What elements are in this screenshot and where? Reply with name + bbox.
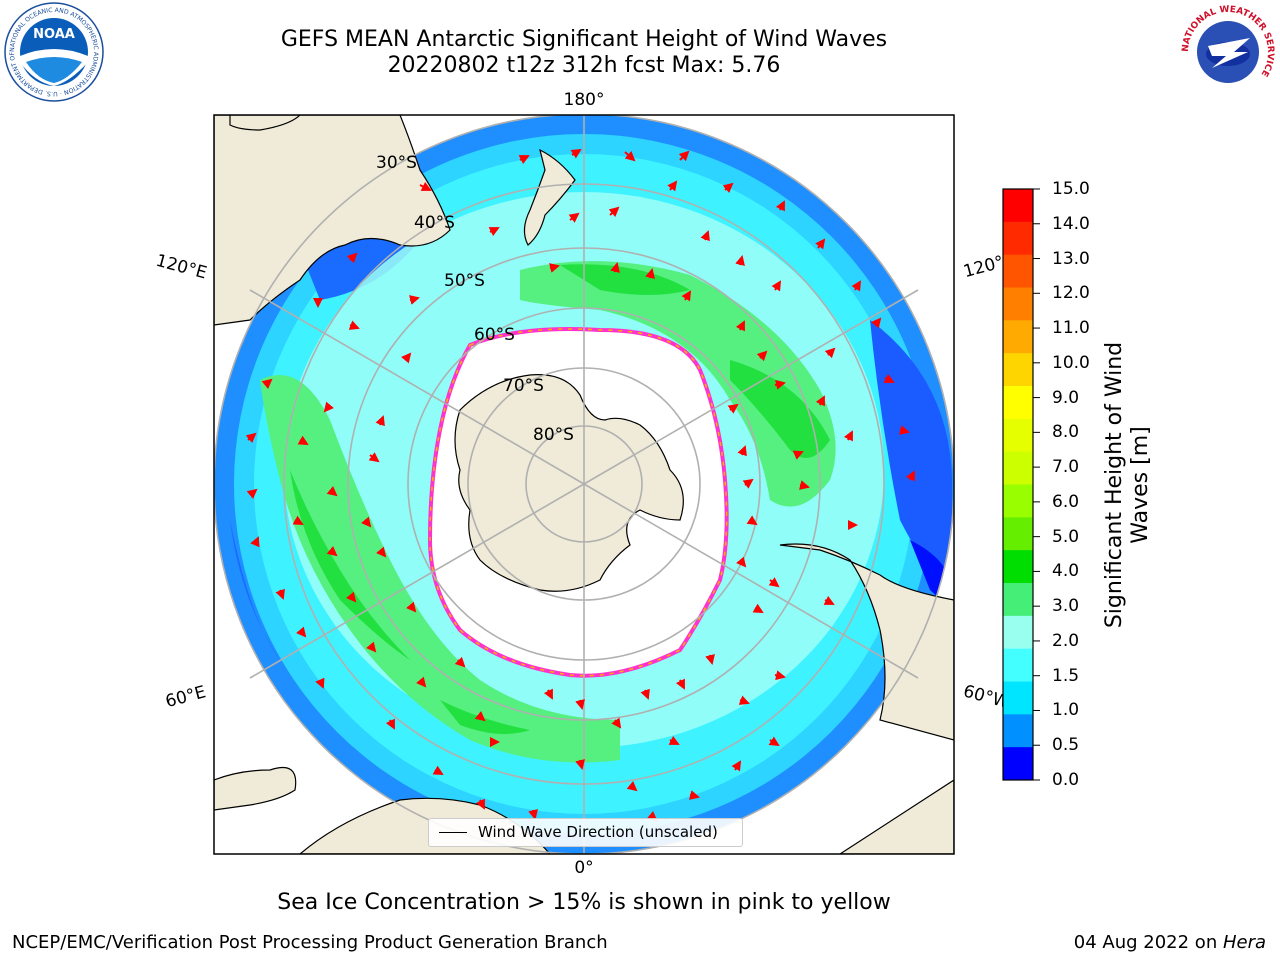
nws-logo: NATIONAL WEATHER SERVICE — [1180, 4, 1276, 100]
colorbar-swatch — [1003, 550, 1033, 584]
date-value: 04 Aug 2022 on — [1073, 932, 1223, 953]
colorbar-tick-label: 5.0 — [1052, 526, 1080, 547]
colorbar-tick-label: 1.0 — [1052, 700, 1080, 721]
map-frame — [213, 114, 955, 855]
lat-label-50s: 50°S — [444, 271, 485, 291]
colorbar-swatch — [1003, 517, 1033, 551]
colorbar-swatch — [1003, 287, 1033, 321]
colorbar-tick-label: 1.5 — [1052, 665, 1080, 686]
noaa-logo-text: NOAA — [33, 27, 75, 42]
chart-subtitle: 20220802 t12z 312h fcst Max: 5.76 — [387, 53, 781, 78]
antarctica — [454, 374, 684, 592]
graticule — [214, 115, 954, 854]
colorbar-swatch — [1003, 451, 1033, 485]
colorbar-swatch — [1003, 353, 1033, 387]
colorbar-tick-label: 11.0 — [1052, 318, 1090, 339]
colorbar-swatch — [1003, 484, 1033, 518]
date-text: 04 Aug 2022 on Hera — [1074, 932, 1266, 953]
colorbar-swatch — [1003, 648, 1033, 682]
legend-line-swatch — [439, 832, 467, 833]
colorbar-tick-label: 4.0 — [1052, 561, 1080, 582]
colorbar-tick-label: 14.0 — [1052, 213, 1090, 234]
lat-label-40s: 40°S — [414, 213, 455, 233]
colorbar-swatch — [1003, 320, 1033, 354]
colorbar-swatch — [1003, 221, 1033, 256]
colorbar-swatch — [1003, 714, 1033, 748]
colorbar-swatch — [1003, 418, 1033, 453]
colorbar-tick-label: 15.0 — [1052, 179, 1090, 199]
sea-ice-caption: Sea Ice Concentration > 15% is shown in … — [277, 890, 891, 915]
colorbar-tick-label: 12.0 — [1052, 283, 1090, 304]
colorbar-swatch — [1003, 583, 1033, 617]
colorbar-tick-label: 0.0 — [1052, 770, 1080, 790]
lon-label-0: 0° — [574, 858, 593, 878]
colorbar-tick-label: 10.0 — [1052, 352, 1090, 373]
colorbar-swatch — [1003, 189, 1033, 223]
lat-label-30s: 30°S — [376, 153, 417, 173]
noaa-logo: NATIONAL OCEANIC AND ATMOSPHERIC ADMINIS… — [4, 2, 104, 102]
lat-label-70s: 70°S — [503, 376, 544, 396]
lon-label-180: 180° — [564, 90, 605, 110]
colorbar-tick-label: 3.0 — [1052, 596, 1080, 617]
colorbar-tick-label: 6.0 — [1052, 491, 1080, 512]
colorbar-swatch — [1003, 681, 1033, 715]
lat-label-80s: 80°S — [533, 425, 574, 445]
colorbar-swatch — [1003, 386, 1033, 420]
colorbar-title-line2: Waves [m] — [1128, 426, 1153, 544]
colorbar-title-line1: Significant Height of Wind — [1102, 341, 1127, 629]
legend-label: Wind Wave Direction (unscaled) — [478, 823, 718, 841]
credit-text: NCEP/EMC/Verification Post Processing Pr… — [12, 932, 608, 953]
colorbar-tick-label: 2.0 — [1052, 630, 1080, 651]
colorbar-tick-label: 8.0 — [1052, 422, 1080, 443]
colorbar-tick-label: 7.0 — [1052, 457, 1080, 478]
colorbar-swatch — [1003, 615, 1033, 650]
machine-name: Hera — [1222, 932, 1266, 953]
colorbar-swatch — [1003, 254, 1033, 288]
wind-wave-arrows — [245, 148, 915, 822]
colorbar-tick-label: 9.0 — [1052, 387, 1080, 408]
lat-label-60s: 60°S — [474, 325, 515, 345]
colorbar-swatch — [1003, 747, 1033, 781]
colorbar-tick-label: 13.0 — [1052, 248, 1090, 269]
map-legend: Wind Wave Direction (unscaled) — [428, 818, 743, 847]
colorbar-tick-label: 0.5 — [1052, 735, 1080, 756]
chart-title: GEFS MEAN Antarctic Significant Height o… — [280, 27, 888, 52]
